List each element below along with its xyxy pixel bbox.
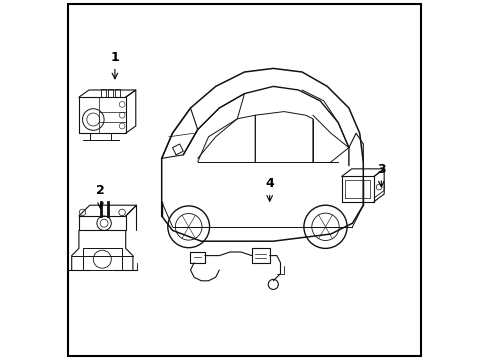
Text: 2: 2 bbox=[96, 184, 104, 197]
Bar bbox=[101, 89, 105, 97]
Text: 1: 1 bbox=[110, 51, 119, 64]
Text: 3: 3 bbox=[376, 163, 385, 176]
Bar bbox=[115, 89, 120, 97]
Bar bbox=[107, 89, 113, 97]
Text: 4: 4 bbox=[265, 177, 273, 190]
